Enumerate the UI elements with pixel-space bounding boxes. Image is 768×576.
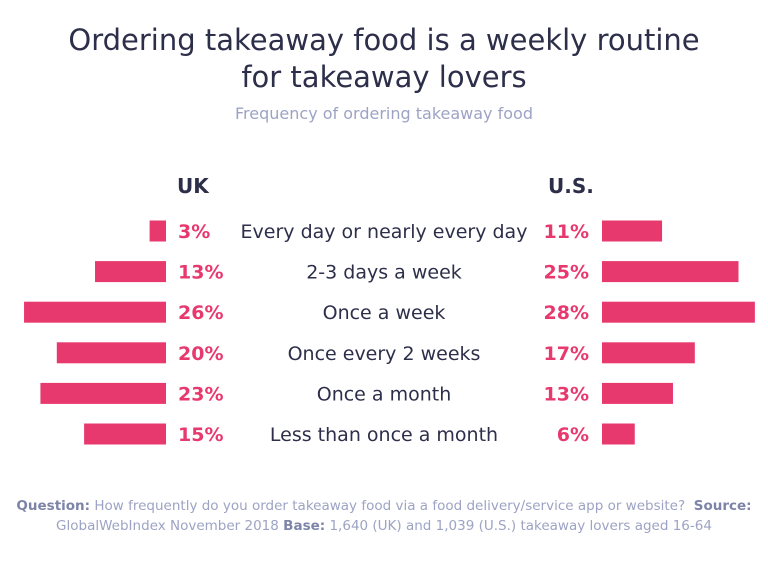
uk-value-label: 23%: [178, 383, 223, 405]
uk-header: UK: [177, 174, 209, 198]
us-header: U.S.: [548, 174, 594, 198]
base-label: Base:: [283, 518, 326, 534]
us-bar: [602, 261, 739, 283]
us-bar: [602, 382, 673, 404]
footer-note: Question: How frequently do you order ta…: [0, 496, 768, 536]
uk-bar: [149, 220, 166, 242]
us-bar: [602, 423, 635, 445]
uk-value-label: 20%: [178, 343, 223, 365]
question-text: How frequently do you order takeaway foo…: [94, 498, 686, 514]
chart-title: Ordering takeaway food is a weekly routi…: [0, 22, 768, 96]
question-label: Question:: [16, 498, 91, 514]
us-bar: [602, 342, 695, 364]
title-line-1: Ordering takeaway food is a weekly routi…: [68, 23, 700, 57]
title-line-2: for takeaway lovers: [241, 60, 527, 94]
us-value-label: 28%: [544, 302, 589, 324]
uk-bar: [95, 261, 166, 283]
uk-bar: [40, 382, 166, 404]
us-value-label: 13%: [544, 383, 589, 405]
uk-bar: [24, 301, 167, 323]
uk-bar: [56, 342, 166, 364]
chart-subtitle: Frequency of ordering takeaway food: [235, 104, 533, 123]
source-label: Source:: [693, 498, 752, 514]
category-label: Once a month: [317, 383, 452, 405]
base-text: 1,640 (UK) and 1,039 (U.S.) takeaway lov…: [329, 518, 712, 534]
category-label: Once every 2 weeks: [288, 343, 481, 365]
uk-value-label: 26%: [178, 302, 223, 324]
category-label: Once a week: [323, 302, 446, 324]
uk-bar: [84, 423, 166, 445]
category-label: 2-3 days a week: [306, 262, 462, 284]
uk-value-label: 13%: [178, 262, 223, 284]
uk-value-label: 15%: [178, 424, 223, 446]
category-label: Less than once a month: [270, 424, 498, 446]
category-label: Every day or nearly every day: [241, 221, 528, 243]
us-bar: [602, 220, 663, 242]
us-value-label: 25%: [544, 262, 589, 284]
us-value-label: 6%: [557, 424, 589, 446]
us-value-label: 17%: [544, 343, 589, 365]
source-text: GlobalWebIndex November 2018: [56, 518, 279, 534]
us-bar: [602, 301, 755, 323]
uk-value-label: 3%: [178, 221, 210, 243]
us-value-label: 11%: [544, 221, 589, 243]
